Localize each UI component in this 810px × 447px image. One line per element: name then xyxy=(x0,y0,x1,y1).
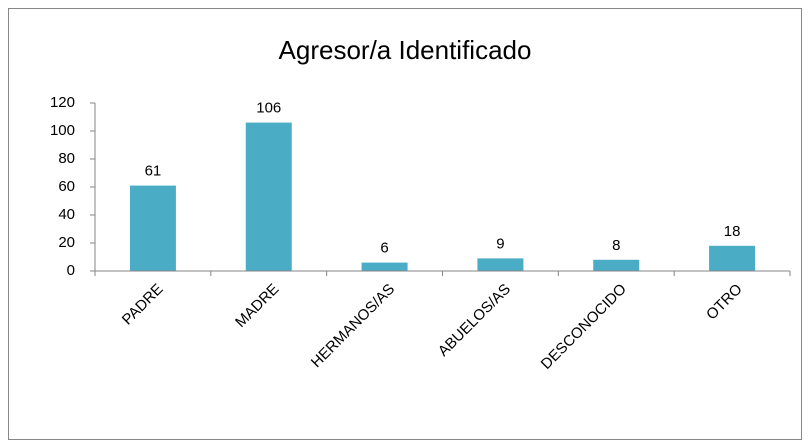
bar xyxy=(245,122,292,271)
chart-border xyxy=(8,8,802,440)
bar xyxy=(709,245,756,271)
chart-title: Agresor/a Identificado xyxy=(279,35,532,65)
y-tick-label: 40 xyxy=(58,206,75,223)
bar xyxy=(477,258,524,271)
data-label: 106 xyxy=(256,100,281,117)
data-label: 9 xyxy=(496,235,504,252)
y-tick-label: 120 xyxy=(50,94,75,111)
data-label: 61 xyxy=(145,163,162,180)
y-tick-label: 20 xyxy=(58,234,75,251)
y-tick-label: 80 xyxy=(58,150,75,167)
bar xyxy=(361,262,408,271)
y-tick-label: 60 xyxy=(58,178,75,195)
bar xyxy=(129,185,176,271)
data-label: 18 xyxy=(724,223,741,240)
y-tick-label: 0 xyxy=(67,262,75,279)
bar xyxy=(593,259,640,271)
data-label: 8 xyxy=(612,237,620,254)
y-tick-label: 100 xyxy=(50,122,75,139)
data-label: 6 xyxy=(380,240,388,257)
